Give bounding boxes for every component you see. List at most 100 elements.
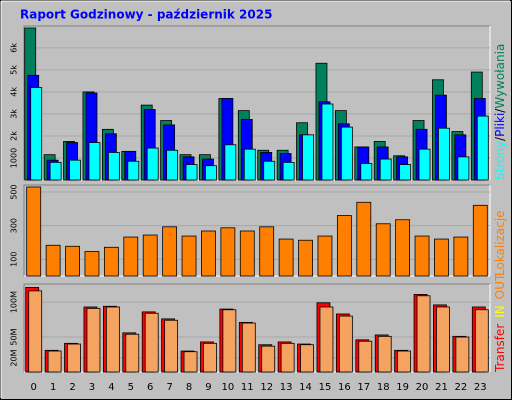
y-tick-label: 1000 — [10, 148, 19, 168]
bar — [397, 350, 412, 373]
bar — [358, 340, 373, 373]
bar — [399, 164, 412, 181]
bar — [259, 226, 275, 277]
bar — [47, 350, 62, 373]
bar — [438, 127, 450, 181]
bar — [302, 134, 314, 181]
x-tick-label: 19 — [396, 382, 409, 393]
y-tick-label: 100M — [10, 291, 19, 313]
panel — [23, 283, 491, 373]
legend: Lokalizacje — [493, 210, 507, 276]
bar — [321, 103, 334, 181]
bar — [88, 142, 101, 181]
y-tick-label: 3k — [10, 109, 19, 119]
y-tick-label: 100 — [10, 252, 19, 267]
panel — [23, 184, 491, 277]
bar — [416, 295, 431, 373]
bar — [474, 309, 489, 373]
bar — [49, 161, 62, 181]
x-tick-label: 23 — [474, 382, 487, 393]
bar — [375, 223, 391, 277]
bar — [86, 307, 101, 373]
bar — [338, 315, 353, 373]
y-tick-label: 6k — [10, 43, 19, 53]
legend-entry: Wywołania — [493, 44, 507, 109]
bar — [222, 309, 237, 373]
x-tick-label: 21 — [435, 382, 448, 393]
y-tick-label: 4k — [10, 87, 19, 97]
bar — [162, 226, 178, 277]
y-tick-label: 5k — [10, 65, 19, 75]
bar — [181, 235, 197, 277]
legend-entry: OUT — [493, 273, 507, 299]
legend-entry: Strony — [493, 141, 507, 180]
x-tick-label: 16 — [338, 382, 351, 393]
bar — [282, 161, 295, 181]
bar — [185, 164, 198, 181]
x-tick-label: 3 — [89, 382, 95, 393]
bar — [434, 238, 449, 277]
bar — [377, 335, 392, 373]
y-tick-label: 20M — [10, 349, 19, 366]
x-tick-label: 22 — [455, 382, 468, 393]
bar — [164, 319, 179, 373]
x-tick-label: 17 — [357, 382, 370, 393]
bar — [220, 227, 236, 277]
bar — [201, 230, 216, 277]
bar — [472, 204, 488, 277]
bar — [261, 345, 276, 373]
x-tick-label: 20 — [416, 382, 429, 393]
bar — [239, 230, 255, 277]
x-tick-label: 12 — [260, 382, 273, 393]
bar — [356, 201, 372, 277]
bar — [263, 160, 276, 181]
bar — [224, 144, 237, 181]
x-tick-label: 1 — [50, 382, 56, 393]
y-tick-label: 500 — [10, 184, 19, 199]
x-tick-label: 2 — [69, 382, 75, 393]
x-tick-label: 15 — [319, 382, 332, 393]
bar — [453, 236, 469, 277]
x-tick-label: 11 — [241, 382, 254, 393]
bar — [28, 290, 43, 373]
bar — [317, 235, 333, 277]
legend-entry: Lokalizacje — [493, 210, 507, 276]
bar — [414, 235, 430, 277]
bar — [146, 147, 159, 181]
y-tick-label: 2k — [10, 131, 19, 141]
bar — [243, 148, 256, 181]
x-tick-label: 14 — [299, 382, 312, 393]
y-tick-label: 300 — [10, 218, 19, 233]
bar — [205, 165, 217, 181]
bar — [166, 149, 179, 181]
legend-entry: Pliki — [493, 113, 507, 137]
bar — [45, 244, 61, 277]
bar — [298, 239, 313, 277]
bar — [278, 238, 294, 277]
bar — [336, 215, 352, 277]
x-tick-label: 9 — [205, 382, 211, 393]
bar — [103, 246, 119, 277]
bar — [280, 342, 295, 373]
bar — [125, 333, 140, 373]
bar — [30, 87, 43, 181]
bar — [144, 312, 159, 373]
bar — [123, 236, 139, 277]
x-tick-label: 5 — [128, 382, 134, 393]
x-tick-label: 18 — [377, 382, 390, 393]
x-tick-label: 4 — [108, 382, 114, 393]
bar — [241, 322, 256, 373]
bar — [183, 351, 198, 373]
bar — [457, 156, 470, 181]
bar — [340, 126, 353, 181]
x-tick-label: 6 — [147, 382, 153, 393]
bar — [395, 219, 411, 277]
bar — [67, 343, 81, 373]
legend-entry: IN — [493, 305, 507, 318]
bar — [26, 186, 42, 277]
x-tick-label: 0 — [31, 382, 37, 393]
bar — [107, 152, 120, 181]
legend-entry: Transfer — [493, 324, 507, 373]
